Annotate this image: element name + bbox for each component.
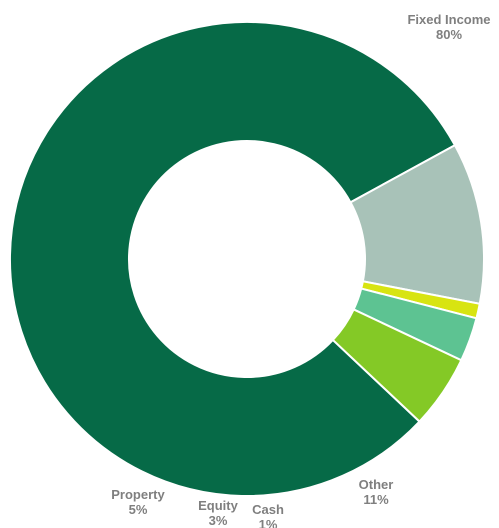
label-property-value: 5% [129, 502, 148, 517]
label-cash-name: Cash [252, 502, 284, 517]
label-other-name: Other [359, 477, 394, 492]
label-other-value: 11% [363, 492, 389, 507]
label-other: Other 11% [359, 477, 394, 507]
label-property-name: Property [111, 487, 165, 502]
label-property: Property 5% [111, 487, 165, 517]
donut-slices [9, 21, 485, 498]
slice-fixed-income [9, 21, 457, 498]
label-fixed-income-value: 80% [436, 27, 462, 42]
slice-property [331, 308, 463, 423]
label-cash-value: 1% [259, 517, 278, 528]
label-fixed-income-name: Fixed Income [407, 12, 490, 27]
slice-labels: Fixed Income 80% Other 11% Cash 1% Equity 3% Pro… [111, 12, 490, 528]
label-fixed-income: Fixed Income 80% [407, 12, 490, 42]
label-cash: Cash 1% [252, 502, 284, 528]
label-equity-name: Equity [198, 498, 238, 513]
label-equity-value: 3% [209, 513, 228, 528]
label-equity: Equity 3% [198, 498, 238, 528]
